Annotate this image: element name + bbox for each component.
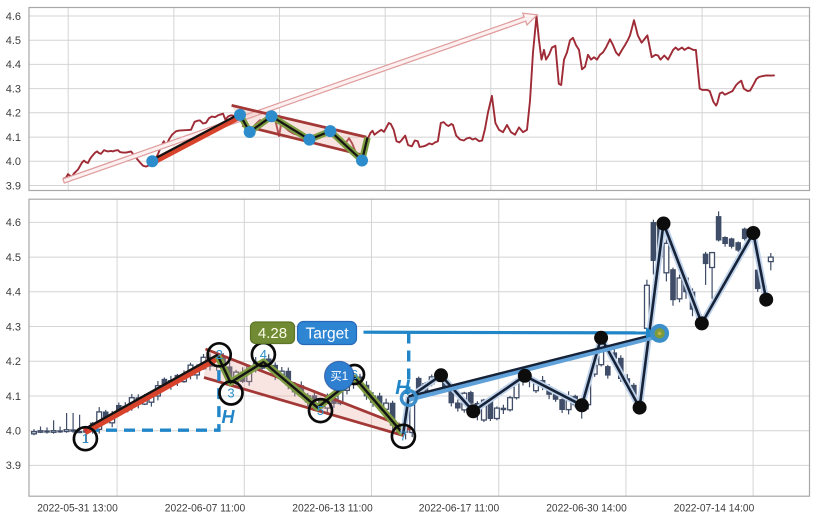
svg-text:1: 1: [82, 431, 89, 446]
svg-text:7: 7: [400, 429, 407, 444]
svg-text:H: H: [222, 407, 236, 427]
svg-text:4.2: 4.2: [6, 356, 21, 368]
svg-text:4.4: 4.4: [6, 59, 21, 71]
svg-text:2022-06-30 14:00: 2022-06-30 14:00: [546, 502, 627, 514]
svg-text:4.3: 4.3: [6, 83, 21, 95]
svg-text:4.1: 4.1: [6, 391, 21, 403]
svg-text:4.28: 4.28: [258, 325, 287, 342]
svg-text:2022-05-31 13:00: 2022-05-31 13:00: [37, 502, 118, 514]
svg-text:3.9: 3.9: [6, 180, 21, 192]
svg-text:H: H: [395, 377, 410, 399]
svg-text:4.5: 4.5: [6, 252, 21, 264]
svg-text:Target: Target: [305, 325, 349, 342]
svg-text:4.6: 4.6: [6, 11, 21, 23]
svg-text:2022-06-13 11:00: 2022-06-13 11:00: [292, 502, 373, 514]
svg-text:2: 2: [216, 347, 223, 362]
svg-text:4.2: 4.2: [6, 108, 21, 120]
svg-text:3.9: 3.9: [6, 460, 21, 472]
svg-text:4.0: 4.0: [6, 426, 21, 438]
svg-text:买1: 买1: [330, 370, 348, 383]
svg-text:3: 3: [227, 385, 234, 400]
svg-text:5: 5: [317, 403, 324, 418]
svg-text:4.0: 4.0: [6, 156, 21, 168]
svg-text:6: 6: [351, 367, 358, 382]
svg-text:4.1: 4.1: [6, 132, 21, 144]
svg-text:4.3: 4.3: [6, 321, 21, 333]
svg-text:4.4: 4.4: [6, 287, 21, 299]
svg-text:2022-06-07 11:00: 2022-06-07 11:00: [165, 502, 246, 514]
svg-text:2022-06-17 11:00: 2022-06-17 11:00: [419, 502, 500, 514]
svg-text:4: 4: [260, 347, 267, 362]
svg-text:2022-07-14 14:00: 2022-07-14 14:00: [674, 502, 755, 514]
svg-text:4.5: 4.5: [6, 35, 21, 47]
svg-text:4.6: 4.6: [6, 217, 21, 229]
